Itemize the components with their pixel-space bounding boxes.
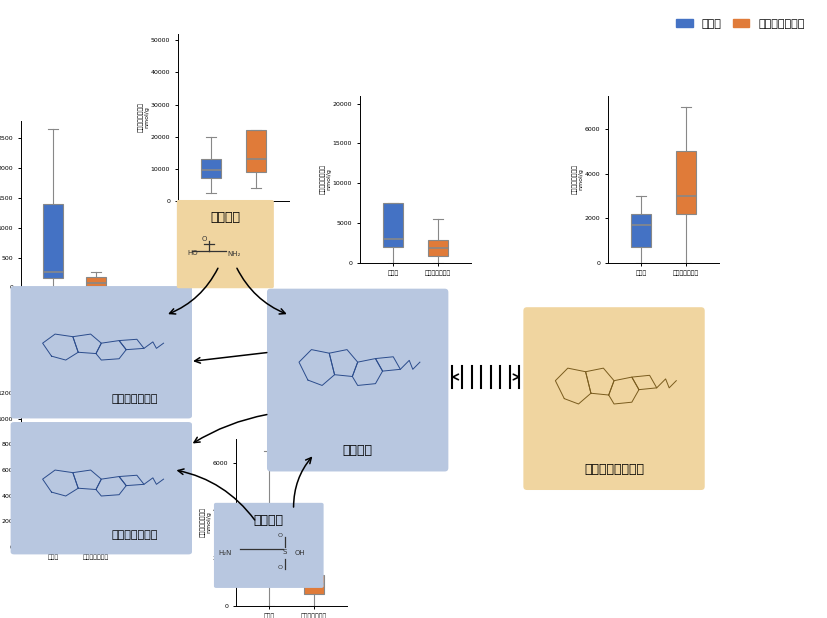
Y-axis label: 便中の代謝物質量
nmol/g: 便中の代謝物質量 nmol/g bbox=[138, 103, 150, 132]
Y-axis label: 便中の代謝物質量
nmol/g: 便中の代謝物質量 nmol/g bbox=[571, 164, 583, 194]
Y-axis label: 便中の代謝物質量
nmol/g: 便中の代謝物質量 nmol/g bbox=[199, 507, 211, 537]
PathPatch shape bbox=[43, 483, 63, 534]
Y-axis label: 便中の代謝物質量
nmol/g: 便中の代謝物質量 nmol/g bbox=[320, 164, 332, 194]
Text: O: O bbox=[202, 235, 207, 242]
Text: O: O bbox=[277, 565, 282, 570]
PathPatch shape bbox=[201, 159, 222, 179]
Legend: 健常者, 胃切除後の患者: 健常者, 胃切除後の患者 bbox=[672, 15, 809, 34]
PathPatch shape bbox=[86, 277, 106, 286]
FancyBboxPatch shape bbox=[11, 422, 192, 554]
Text: グリシン: グリシン bbox=[210, 211, 241, 224]
PathPatch shape bbox=[383, 203, 404, 247]
PathPatch shape bbox=[631, 214, 652, 247]
PathPatch shape bbox=[304, 575, 324, 594]
Text: コール酸: コール酸 bbox=[342, 444, 373, 457]
Text: H₂N: H₂N bbox=[218, 551, 232, 556]
PathPatch shape bbox=[86, 540, 106, 547]
FancyBboxPatch shape bbox=[267, 289, 448, 472]
Text: デオキシコール酸: デオキシコール酸 bbox=[584, 463, 644, 476]
FancyBboxPatch shape bbox=[214, 503, 323, 588]
Text: タウリン: タウリン bbox=[254, 514, 284, 527]
PathPatch shape bbox=[259, 510, 280, 582]
FancyBboxPatch shape bbox=[177, 200, 274, 288]
Text: グリココール酸: グリココール酸 bbox=[112, 394, 158, 404]
FancyBboxPatch shape bbox=[523, 307, 705, 490]
FancyBboxPatch shape bbox=[11, 286, 192, 418]
Text: HO: HO bbox=[187, 250, 198, 256]
PathPatch shape bbox=[246, 130, 266, 172]
Text: O: O bbox=[277, 533, 282, 538]
PathPatch shape bbox=[428, 240, 448, 256]
PathPatch shape bbox=[43, 204, 63, 279]
Text: NH₂: NH₂ bbox=[227, 252, 241, 257]
Text: S: S bbox=[283, 549, 287, 555]
PathPatch shape bbox=[676, 151, 696, 214]
Text: OH: OH bbox=[294, 551, 305, 556]
Text: タウロコール酸: タウロコール酸 bbox=[112, 530, 158, 540]
